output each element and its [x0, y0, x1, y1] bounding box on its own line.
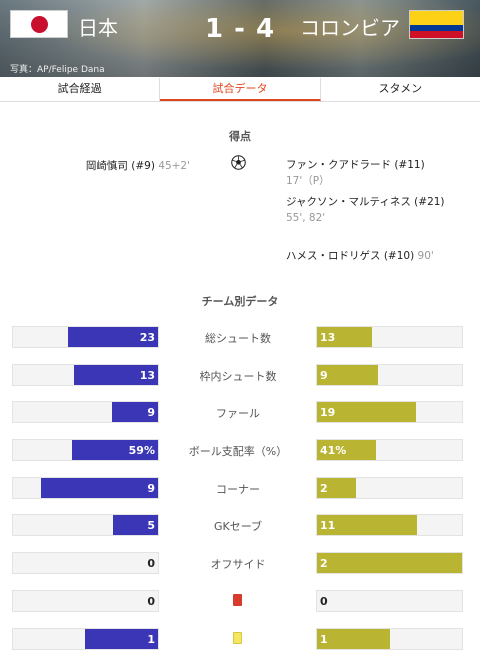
yellow-card-icon — [233, 632, 242, 644]
home-stat-value: 13 — [139, 369, 155, 382]
away-stat-track: 11 — [316, 514, 463, 536]
stat-label: オフサイド — [210, 558, 266, 571]
away-stat-value: 2 — [320, 482, 328, 495]
home-team-name: 日本 — [78, 16, 118, 40]
stat-label: GKセーブ — [213, 520, 263, 533]
away-team-name: コロンビア — [300, 16, 400, 40]
goal-time: 90' — [417, 250, 434, 262]
home-stat-value: 59% — [128, 444, 155, 457]
goal-time: 55', 82' — [286, 212, 326, 224]
colombia-flag-icon — [409, 10, 464, 39]
stat-label: ファール — [216, 407, 260, 420]
away-stat-bar — [317, 327, 372, 347]
home-stat-track: 13 — [12, 364, 159, 386]
goal-player: ジャクソン・マルティネス (#21) — [286, 196, 445, 208]
stat-row: 0 オフサイド 2 — [0, 552, 480, 574]
goal-time: 17'（P） — [286, 175, 330, 187]
goal-player: ファン・クアドラード (#11) — [286, 159, 425, 171]
stat-label: コーナー — [216, 483, 260, 496]
away-stat-value: 1 — [320, 633, 328, 646]
away-goal: ハメス・ロドリゲス (#10) 90' — [286, 248, 466, 264]
stat-row: 5 GKセーブ 11 — [0, 514, 480, 536]
away-stat-value: 0 — [320, 595, 328, 608]
away-stat-track: 0 — [316, 590, 463, 612]
away-goal: ジャクソン・マルティネス (#21) 55', 82' — [286, 194, 466, 226]
home-stat-bar — [85, 629, 158, 649]
home-stat-bar — [72, 440, 158, 460]
away-stat-bar — [317, 553, 462, 573]
away-stat-track: 19 — [316, 401, 463, 423]
stat-label: 総シュート数 — [205, 332, 271, 345]
away-stat-value: 2 — [320, 557, 328, 570]
home-stat-bar — [112, 402, 158, 422]
photo-credit: 写真：AP/Felipe Dana — [10, 65, 105, 75]
stat-label: 枠内シュート数 — [199, 370, 277, 383]
japan-flag-icon — [10, 10, 68, 38]
home-stat-value: 5 — [147, 519, 155, 532]
away-stat-bar — [317, 478, 356, 498]
home-stat-track: 9 — [12, 477, 159, 499]
goal-player: 岡崎慎司 (#9) — [85, 160, 155, 172]
home-stat-bar — [41, 478, 158, 498]
away-stat-track: 13 — [316, 326, 463, 348]
home-stat-value: 1 — [147, 633, 155, 646]
away-stat-bar — [317, 402, 416, 422]
home-goal: 岡崎慎司 (#9) 45+2' — [86, 158, 190, 173]
soccer-ball-icon — [231, 155, 246, 170]
tab-lineup[interactable]: スタメン — [378, 82, 423, 95]
tab-match-progress[interactable]: 試合経過 — [0, 78, 161, 101]
stat-row: 9 ファール 19 — [0, 401, 480, 423]
match-header: 日本 1 - 4 コロンビア 写真：AP/Felipe Dana — [0, 0, 480, 77]
stat-row: 59% ボール支配率（%） 41% — [0, 439, 480, 461]
away-stat-track: 2 — [316, 552, 463, 574]
goal-time: 45+2' — [158, 160, 190, 172]
stat-row: 13 枠内シュート数 9 — [0, 364, 480, 386]
match-score: 1 - 4 — [204, 14, 276, 44]
home-stat-track: 5 — [12, 514, 159, 536]
away-stat-bar — [317, 440, 376, 460]
home-stat-bar — [113, 515, 158, 535]
home-stat-track: 1 — [12, 628, 159, 650]
away-stat-value: 41% — [320, 444, 347, 457]
stat-label: ボール支配率（%） — [188, 445, 288, 458]
home-stat-track: 59% — [12, 439, 159, 461]
home-stat-value: 0 — [147, 557, 155, 570]
home-stat-value: 9 — [147, 406, 155, 419]
home-stat-value: 9 — [147, 482, 155, 495]
away-stat-bar — [317, 515, 417, 535]
away-goal: ファン・クアドラード (#11) 17'（P） — [286, 157, 466, 189]
header-photo — [0, 0, 480, 77]
stat-row: 23 総シュート数 13 — [0, 326, 480, 348]
tab-match-data[interactable]: 試合データ — [160, 78, 321, 101]
home-stat-track: 23 — [12, 326, 159, 348]
red-card-icon — [233, 594, 242, 606]
home-stat-value: 0 — [147, 595, 155, 608]
home-stat-bar — [68, 327, 158, 347]
home-stat-value: 23 — [139, 331, 155, 344]
away-stat-value: 9 — [320, 369, 328, 382]
goals-title: 得点 — [229, 130, 251, 143]
away-stat-bar — [317, 629, 390, 649]
stat-row: 9 コーナー 2 — [0, 477, 480, 499]
away-stat-value: 19 — [320, 406, 336, 419]
home-stat-track: 9 — [12, 401, 159, 423]
away-stat-track: 1 — [316, 628, 463, 650]
away-stat-track: 2 — [316, 477, 463, 499]
home-stat-track: 0 — [12, 552, 159, 574]
away-stat-bar — [317, 365, 378, 385]
match-tabs: 試合経過 試合データ スタメン — [0, 78, 480, 102]
away-stat-track: 9 — [316, 364, 463, 386]
home-stat-track: 0 — [12, 590, 159, 612]
away-stat-value: 13 — [320, 331, 336, 344]
home-stat-bar — [74, 365, 158, 385]
away-stat-value: 11 — [320, 519, 336, 532]
goal-player: ハメス・ロドリゲス (#10) — [286, 250, 415, 262]
away-stat-track: 41% — [316, 439, 463, 461]
team-stats-title: チーム別データ — [201, 295, 279, 308]
